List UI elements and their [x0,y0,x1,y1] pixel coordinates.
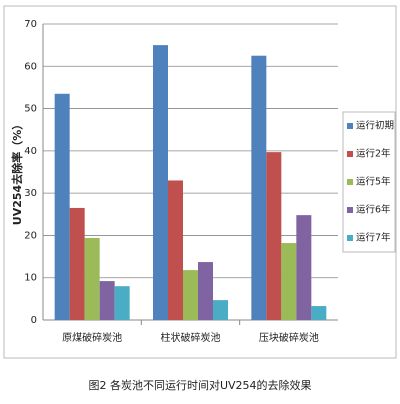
y-tick-label: 70 [24,19,37,30]
y-tick-label: 20 [24,230,37,241]
bar [153,45,168,321]
y-axis-title: UV254去除率（%） [10,119,24,225]
legend-label: 运行5年 [356,176,391,188]
bar [84,237,100,320]
y-tick-label: 10 [24,273,37,284]
legend-swatch [347,151,353,157]
x-tick-label: 压块破碎炭池 [259,331,319,344]
legend-label: 运行7年 [356,232,391,244]
bar [168,180,183,320]
legend-swatch [347,235,353,241]
x-tick-label: 原煤破碎炭池 [62,331,122,344]
legend-swatch [347,207,353,213]
y-tick-label: 30 [24,188,37,199]
bar [69,207,85,320]
legend-swatch [347,123,353,129]
legend-label: 运行6年 [356,204,391,216]
legend-swatch [347,179,353,185]
bar [311,306,327,320]
bar [251,55,267,320]
bar [54,93,70,321]
bar [296,215,312,320]
bar [281,243,297,320]
bar [99,281,115,320]
x-tick-label: 柱状破碎炭池 [161,331,221,344]
bar [213,300,228,320]
y-tick-label: 0 [31,315,37,326]
legend-label: 运行初期 [356,120,394,132]
bar [183,270,198,320]
caption: 图2 各炭池不同运行时间对UV254的去除效果 [88,378,311,392]
bar [266,152,282,320]
bar [114,286,130,320]
legend-label: 运行2年 [356,148,391,160]
bar [198,262,213,320]
y-tick-label: 50 [24,104,37,115]
y-tick-label: 60 [24,61,37,72]
y-tick-label: 40 [24,146,37,157]
